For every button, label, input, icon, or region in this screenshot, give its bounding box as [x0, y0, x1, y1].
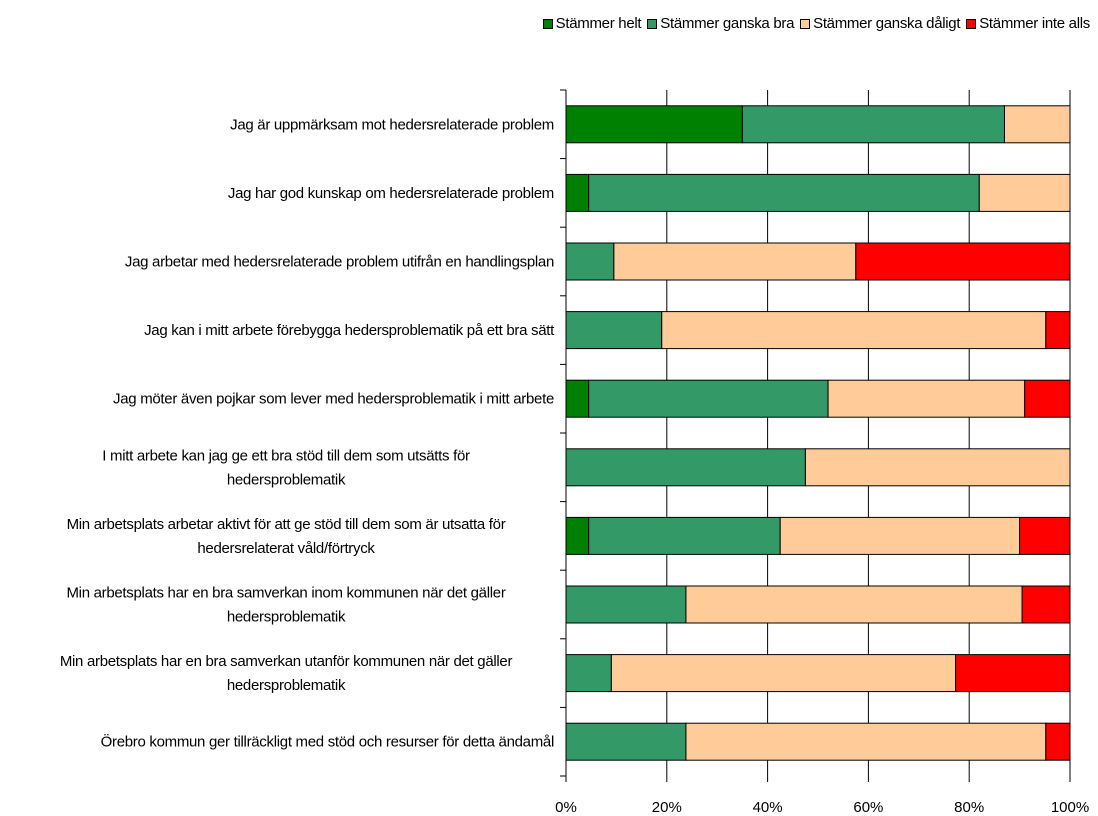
bar-segment-4-row-10: [1045, 722, 1071, 761]
bar-segment-4-row-4: [1045, 311, 1071, 350]
bar-segment-4-row-3: [855, 242, 1071, 281]
legend-swatch-stammer-ganska-bra: [647, 18, 658, 29]
bar-segment-2-row-8: [565, 585, 687, 624]
legend-swatch-stammer-helt: [542, 18, 553, 29]
legend-item-stammer-ganska-daligt: Stämmer ganska dåligt: [800, 15, 961, 32]
bar-segment-1-row-5: [565, 379, 590, 418]
bar-segment-3-row-5: [827, 379, 1026, 418]
legend-item-stammer-inte-alls: Stämmer inte alls: [966, 15, 1090, 32]
bar-segment-3-row-3: [613, 242, 857, 281]
bar-segment-4-row-7: [1019, 516, 1071, 555]
category-label: Min arbetsplats arbetar aktivt för att g…: [67, 516, 506, 557]
legend-swatch-stammer-inte-alls: [966, 18, 977, 29]
bar-segment-2-row-10: [565, 722, 687, 761]
bar-segment-2-row-1: [741, 105, 1005, 144]
category-label: Min arbetsplats har en bra samverkan ino…: [66, 585, 505, 626]
legend-label-stammer-ganska-bra: Stämmer ganska bra: [660, 15, 795, 32]
category-label: Jag kan i mitt arbete förebygga hederspr…: [144, 322, 555, 339]
x-tick-label: 20%: [652, 799, 682, 816]
tick-labels: 0% 20% 40% 60% 80% 100%: [555, 799, 1089, 816]
bar-segment-3-row-10: [685, 722, 1047, 761]
legend-label-stammer-inte-alls: Stämmer inte alls: [979, 15, 1090, 32]
bar-segment-1-row-7: [565, 516, 590, 555]
legend-swatch-stammer-ganska-daligt: [800, 18, 811, 29]
legend-label-stammer-helt: Stämmer helt: [555, 15, 642, 32]
axes: [560, 89, 1071, 782]
bar-segment-3-row-4: [661, 311, 1047, 350]
category-label: Jag möter även pojkar som lever med hede…: [113, 391, 554, 408]
bar-segment-4-row-8: [1021, 585, 1071, 624]
bar-segment-1-row-1: [565, 105, 743, 144]
legend-item-stammer-ganska-bra: Stämmer ganska bra: [647, 15, 794, 32]
x-tick-label: 40%: [753, 799, 783, 816]
bar-segment-2-row-4: [565, 311, 663, 350]
bar-segment-3-row-8: [685, 585, 1023, 624]
category-label: Örebro kommun ger tillräckligt med stöd …: [101, 733, 554, 751]
bar-segment-1-row-2: [565, 173, 590, 212]
bar-segment-2-row-9: [565, 654, 612, 693]
bar-segment-3-row-7: [779, 516, 1021, 555]
bar-segment-3-row-1: [1003, 105, 1071, 144]
bar-segment-4-row-5: [1024, 379, 1071, 418]
bar-segment-3-row-6: [804, 448, 1071, 487]
category-label: Jag är uppmärksam mot hedersrelaterade p…: [230, 116, 554, 133]
category-label: Jag har god kunskap om hedersrelaterade …: [228, 185, 554, 202]
bar-segment-4-row-9: [955, 654, 1071, 693]
x-tick-label: 0%: [555, 799, 577, 816]
category-label: Jag arbetar med hedersrelaterade problem…: [125, 254, 554, 271]
bar-segment-2-row-5: [588, 379, 829, 418]
bar-segment-3-row-9: [610, 654, 957, 693]
category-label: Min arbetsplats har en bra samverkan uta…: [60, 653, 513, 694]
x-tick-label: 60%: [853, 799, 883, 816]
bar-segment-2-row-3: [565, 242, 615, 281]
x-tick-label: 80%: [954, 799, 984, 816]
bar-segment-2-row-2: [588, 173, 980, 212]
x-tick-label: 100%: [1051, 799, 1089, 816]
bar-segment-3-row-2: [978, 173, 1071, 212]
bars: [565, 105, 1071, 761]
category-labels: Jag är uppmärksam mot hedersrelaterade p…: [60, 116, 556, 751]
bar-segment-2-row-7: [588, 516, 781, 555]
bar-segment-2-row-6: [565, 448, 806, 487]
legend-item-stammer-helt: Stämmer helt: [542, 15, 642, 32]
legend-label-stammer-ganska-daligt: Stämmer ganska dåligt: [813, 15, 961, 32]
legend: Stämmer helt Stämmer ganska bra Stämmer …: [537, 15, 1090, 32]
category-label: I mitt arbete kan jag ge ett bra stöd ti…: [102, 447, 470, 488]
